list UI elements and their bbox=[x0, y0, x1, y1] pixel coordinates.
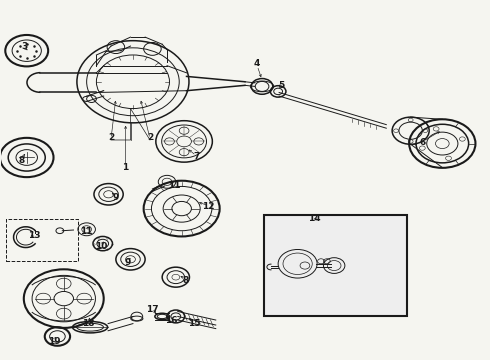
Text: 15: 15 bbox=[188, 319, 200, 328]
Text: 1: 1 bbox=[122, 163, 129, 172]
Text: 18: 18 bbox=[82, 319, 95, 328]
Text: 19: 19 bbox=[48, 337, 60, 346]
Text: 3: 3 bbox=[22, 41, 28, 50]
Bar bbox=[6, 219, 78, 261]
Text: 11: 11 bbox=[80, 227, 93, 236]
Text: 12: 12 bbox=[202, 202, 215, 211]
Text: 16: 16 bbox=[165, 315, 177, 324]
Text: 9: 9 bbox=[125, 258, 131, 267]
Text: 10: 10 bbox=[95, 242, 107, 251]
Text: 17: 17 bbox=[146, 305, 159, 314]
Text: 6: 6 bbox=[420, 138, 426, 147]
Text: 13: 13 bbox=[28, 231, 41, 240]
Text: 9: 9 bbox=[113, 193, 119, 202]
Text: 11: 11 bbox=[168, 181, 181, 190]
Text: 5: 5 bbox=[278, 81, 285, 90]
Text: 8: 8 bbox=[182, 275, 189, 284]
Text: 7: 7 bbox=[193, 152, 199, 161]
Text: 2: 2 bbox=[108, 132, 114, 141]
Text: 2: 2 bbox=[147, 132, 153, 141]
Text: 8: 8 bbox=[19, 156, 25, 165]
Text: 4: 4 bbox=[254, 59, 260, 68]
Text: 14: 14 bbox=[308, 214, 321, 223]
Bar bbox=[264, 215, 407, 316]
